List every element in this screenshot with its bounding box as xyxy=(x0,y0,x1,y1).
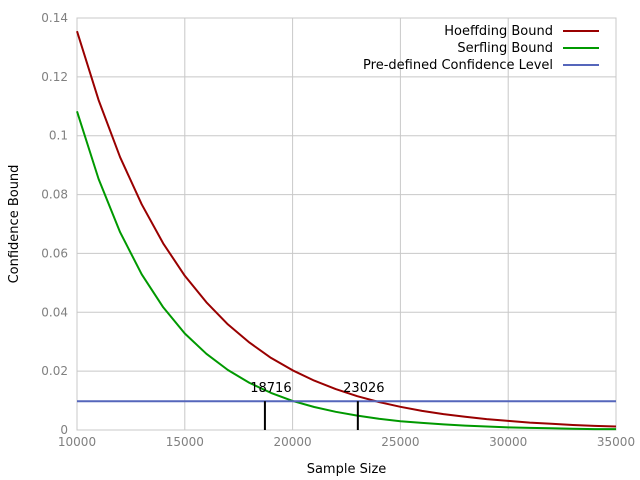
x-tick-label: 10000 xyxy=(58,435,96,449)
series-line-serfling-bound xyxy=(76,110,616,431)
legend-label-pre-defined-confidence-level: Pre-defined Confidence Level xyxy=(363,58,553,73)
y-tick-label: 0 xyxy=(60,423,68,437)
x-tick-labels: 10000 15000 20000 25000 30000 35000 xyxy=(58,435,635,449)
x-tick-label: 30000 xyxy=(489,435,527,449)
y-tick-label: 0.04 xyxy=(41,305,68,319)
y-axis-label: Confidence Bound xyxy=(7,165,22,284)
y-tick-label: 0.02 xyxy=(41,364,68,378)
y-tick-label: 0.14 xyxy=(41,11,68,25)
series-line-hoeffding-bound xyxy=(76,30,617,428)
plot-frame xyxy=(76,17,617,431)
x-tick-label: 15000 xyxy=(166,435,204,449)
annotation-label: 23026 xyxy=(343,381,384,396)
y-tick-label: 0.12 xyxy=(41,70,68,84)
annotation-label: 18716 xyxy=(250,381,291,396)
y-tick-label: 0.08 xyxy=(41,188,68,202)
x-tick-label: 20000 xyxy=(274,435,312,449)
x-tick-label: 25000 xyxy=(381,435,419,449)
y-tick-label: 0.06 xyxy=(41,246,68,260)
grid xyxy=(77,18,616,430)
annotations: 18716 23026 xyxy=(250,381,385,430)
legend: Hoeffding Bound Serfling Bound Pre-defined… xyxy=(363,24,599,73)
series-lines xyxy=(76,30,617,431)
legend-label-hoeffding-bound: Hoeffding Bound xyxy=(444,24,553,39)
x-axis-label: Sample Size xyxy=(307,462,387,477)
y-tick-label: 0.1 xyxy=(49,129,68,143)
x-tick-label: 35000 xyxy=(597,435,635,449)
legend-label-serfling-bound: Serfling Bound xyxy=(457,41,553,56)
y-tick-labels: 0 0.02 0.04 0.06 0.08 0.1 0.12 0.14 xyxy=(41,11,68,437)
